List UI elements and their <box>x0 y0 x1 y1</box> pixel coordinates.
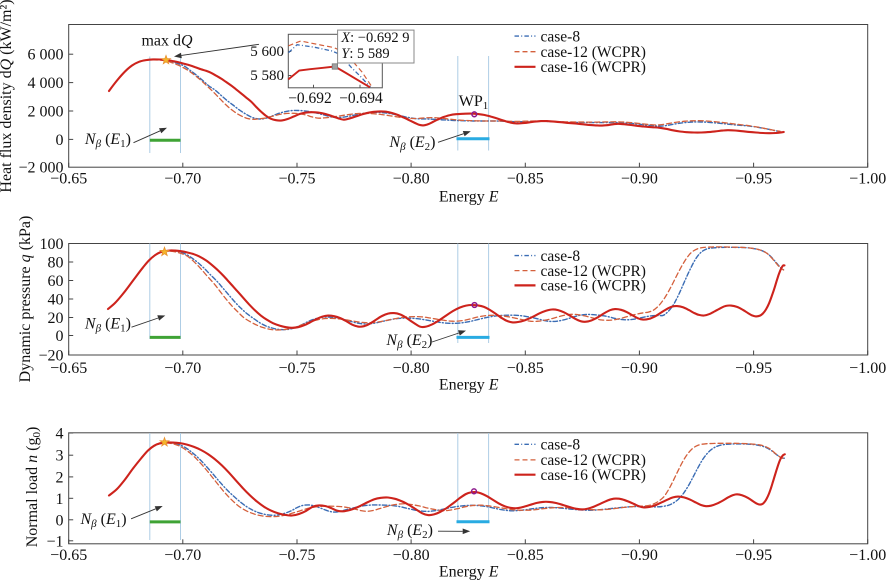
svg-text:case-16 (WCPR): case-16 (WCPR) <box>541 278 646 295</box>
svg-text:4 000: 4 000 <box>28 75 64 92</box>
svg-text:1: 1 <box>56 491 64 508</box>
svg-text:−0.75: −0.75 <box>278 171 315 188</box>
svg-text:−0.80: −0.80 <box>393 547 430 564</box>
svg-text:−0.75: −0.75 <box>278 547 315 564</box>
svg-text:−0.90: −0.90 <box>621 171 658 188</box>
svg-text:100: 100 <box>40 236 64 253</box>
svg-text:−20: −20 <box>38 348 63 365</box>
svg-text:Energy E: Energy E <box>439 189 499 206</box>
svg-text:case-8: case-8 <box>541 28 581 45</box>
svg-text:Heat flux density dQ (kW/m²): Heat flux density dQ (kW/m²) <box>0 0 15 193</box>
svg-text:−0.85: −0.85 <box>507 547 544 564</box>
svg-text:−1: −1 <box>46 533 63 550</box>
svg-text:−0.75: −0.75 <box>278 360 315 377</box>
svg-text:6 000: 6 000 <box>28 47 64 64</box>
svg-text:3: 3 <box>56 448 64 465</box>
svg-text:Dynamic pressure q (kPa): Dynamic pressure q (kPa) <box>17 216 34 383</box>
svg-text:−0.85: −0.85 <box>507 171 544 188</box>
svg-text:−0.90: −0.90 <box>621 360 658 377</box>
svg-text:−0.80: −0.80 <box>393 171 430 188</box>
svg-text:case-16 (WCPR): case-16 (WCPR) <box>541 467 646 484</box>
svg-text:0: 0 <box>56 512 64 529</box>
svg-text:−0.95: −0.95 <box>735 547 772 564</box>
svg-text:−0.95: −0.95 <box>735 171 772 188</box>
svg-text:5 580: 5 580 <box>250 68 284 84</box>
svg-text:Y: 5 589: Y: 5 589 <box>341 46 389 62</box>
svg-text:case-16 (WCPR): case-16 (WCPR) <box>541 59 646 76</box>
svg-text:−0.70: −0.70 <box>164 547 201 564</box>
svg-text:−2 000: −2 000 <box>18 160 63 177</box>
svg-text:−1.00: −1.00 <box>849 171 886 188</box>
svg-text:case-8: case-8 <box>541 437 581 454</box>
svg-text:−0.70: −0.70 <box>164 360 201 377</box>
svg-text:2 000: 2 000 <box>28 104 64 121</box>
svg-text:−0.80: −0.80 <box>393 360 430 377</box>
svg-text:0: 0 <box>56 328 64 345</box>
svg-text:Normal load n (g0): Normal load n (g0) <box>24 427 43 548</box>
svg-text:0: 0 <box>56 132 64 149</box>
svg-text:4: 4 <box>56 426 64 443</box>
svg-text:2: 2 <box>56 469 64 486</box>
svg-text:−0.692: −0.692 <box>288 90 332 107</box>
svg-text:20: 20 <box>48 310 64 327</box>
svg-text:−0.90: −0.90 <box>621 547 658 564</box>
svg-text:Energy E: Energy E <box>439 377 499 394</box>
svg-text:max dQ: max dQ <box>141 33 193 50</box>
svg-text:40: 40 <box>48 292 64 309</box>
svg-text:−1.00: −1.00 <box>849 360 886 377</box>
svg-text:X: −0.692 9: X: −0.692 9 <box>340 30 409 46</box>
svg-text:5 600: 5 600 <box>250 44 284 60</box>
svg-text:−0.95: −0.95 <box>735 360 772 377</box>
svg-text:−0.70: −0.70 <box>164 171 201 188</box>
svg-text:−1.00: −1.00 <box>849 547 886 564</box>
svg-text:80: 80 <box>48 255 64 272</box>
svg-text:−0.85: −0.85 <box>507 360 544 377</box>
svg-text:60: 60 <box>48 273 64 290</box>
svg-text:−0.694: −0.694 <box>339 90 383 107</box>
svg-text:Energy E: Energy E <box>439 564 499 581</box>
